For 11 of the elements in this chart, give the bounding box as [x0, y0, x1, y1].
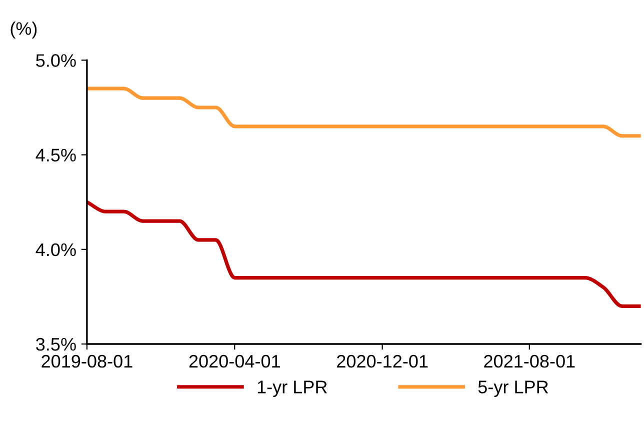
y-tick-label: 4.5%	[36, 148, 76, 162]
y-axis-title: (%)	[10, 22, 37, 39]
x-tick-label: 2019-08-01	[42, 354, 132, 368]
legend-label: 5-yr LPR	[478, 380, 548, 397]
x-tick-label: 2021-08-01	[484, 354, 575, 368]
y-tick-label: 3.5%	[36, 338, 76, 351]
y-tick-label: 5.0%	[36, 54, 76, 67]
legend-label: 1-yr LPR	[258, 380, 327, 397]
y-tick-label: 4.0%	[36, 243, 76, 256]
x-tick-label: 2020-12-01	[337, 354, 428, 368]
x-tick-label: 2020-04-01	[189, 354, 280, 368]
